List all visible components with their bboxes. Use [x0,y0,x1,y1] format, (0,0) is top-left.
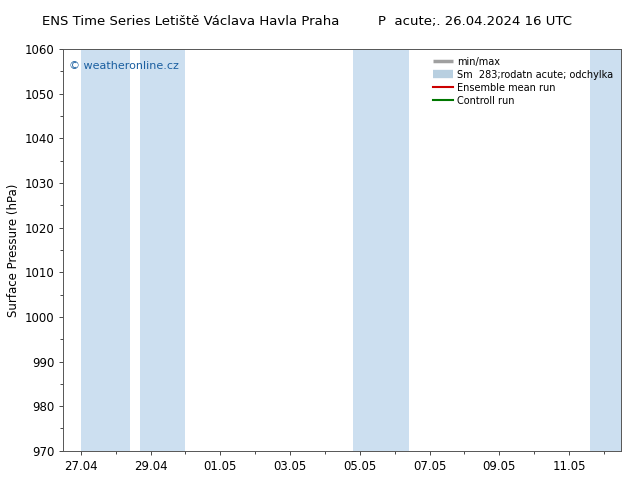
Bar [140,49,185,451]
Text: P  acute;. 26.04.2024 16 UTC: P acute;. 26.04.2024 16 UTC [378,15,573,28]
Text: © weatheronline.cz: © weatheronline.cz [69,61,179,71]
Y-axis label: Surface Pressure (hPa): Surface Pressure (hPa) [8,183,20,317]
Legend: min/max, Sm  283;rodatn acute; odchylka, Ensemble mean run, Controll run: min/max, Sm 283;rodatn acute; odchylka, … [430,54,616,108]
Bar [81,49,129,451]
Text: ENS Time Series Letiště Václava Havla Praha: ENS Time Series Letiště Václava Havla Pr… [41,15,339,28]
Bar [590,49,621,451]
Bar [353,49,409,451]
